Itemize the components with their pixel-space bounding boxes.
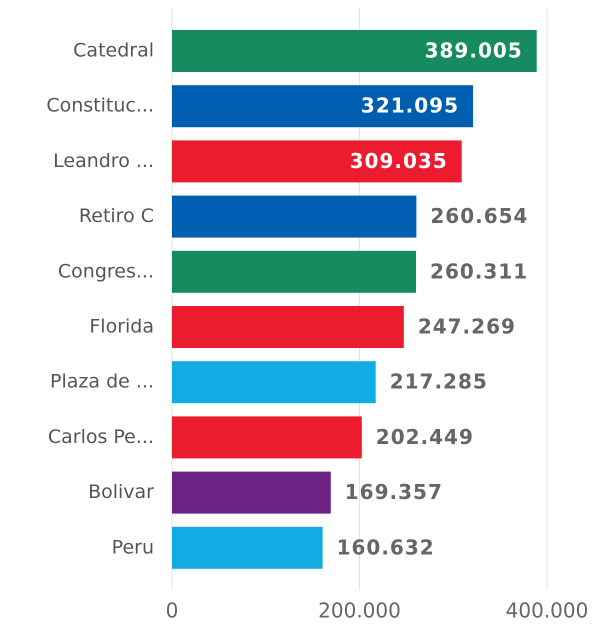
y-tick-label: Bolivar [88, 481, 154, 503]
x-tick-label: 0 [166, 599, 179, 623]
bar [172, 250, 417, 293]
bar [172, 416, 362, 459]
data-label: 247.269 [418, 315, 516, 339]
y-tick-label: Florida [89, 316, 154, 338]
data-label: 160.632 [337, 535, 435, 559]
data-label: 389.005 [425, 39, 523, 63]
bar [172, 526, 323, 569]
bar [172, 85, 474, 128]
y-tick-label: Plaza de ... [50, 371, 154, 393]
y-tick-label: Retiro C [79, 205, 154, 227]
y-tick-label: Peru [112, 536, 154, 558]
bar [172, 306, 404, 348]
bar [172, 195, 417, 238]
x-tick-label: 400.000 [506, 599, 589, 623]
data-label: 260.654 [430, 204, 528, 228]
data-label: 309.035 [350, 149, 448, 173]
data-label: 202.449 [376, 425, 474, 449]
data-label: 260.311 [430, 259, 528, 283]
y-tick-label: Carlos Pe... [48, 426, 154, 448]
y-tick-label: Catedral [73, 40, 154, 62]
bar [172, 361, 376, 404]
bar [172, 30, 537, 72]
data-label: 169.357 [345, 480, 443, 504]
y-tick-label: Congres... [58, 260, 154, 282]
y-tick-label: Constituc... [46, 95, 154, 117]
x-tick-label: 200.000 [318, 599, 401, 623]
bar [172, 140, 462, 183]
y-tick-label: Leandro ... [53, 150, 154, 172]
data-label: 321.095 [361, 94, 459, 118]
bar [172, 471, 331, 514]
data-label: 217.285 [390, 370, 488, 394]
